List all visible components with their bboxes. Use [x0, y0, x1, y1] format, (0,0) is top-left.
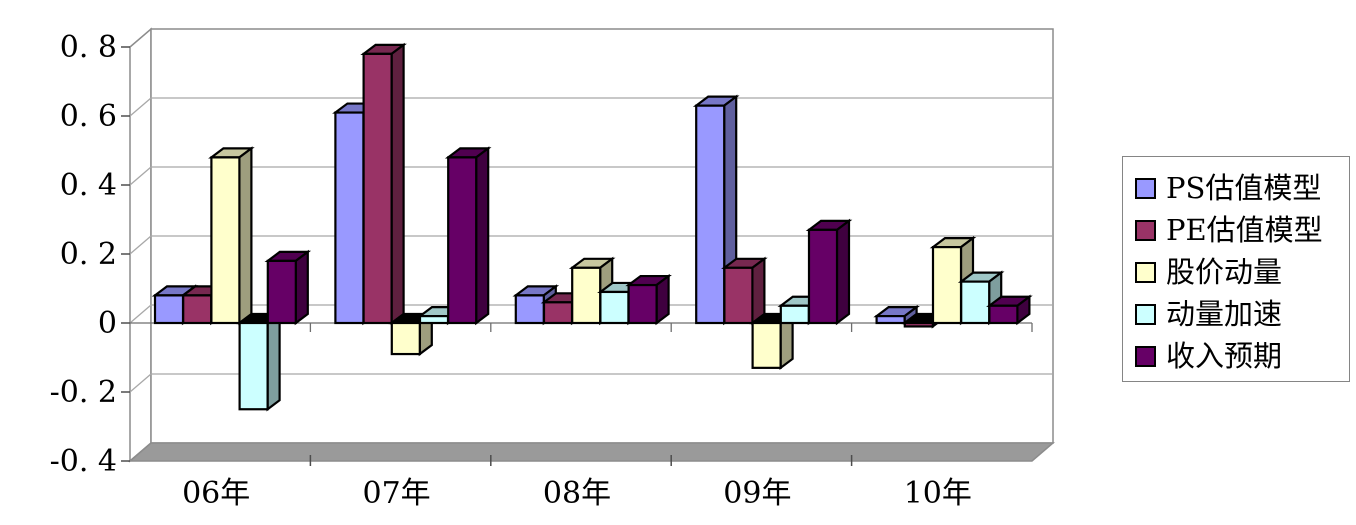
- y-axis-label: 0. 6: [60, 99, 117, 134]
- bar: [362, 52, 393, 325]
- bar: [931, 246, 963, 325]
- bar-side: [238, 146, 253, 326]
- gridline-sidewall: [129, 166, 152, 186]
- legend-item: 股价动量: [1135, 251, 1349, 293]
- bar: [695, 104, 726, 325]
- y-axis-label: 0. 4: [60, 168, 117, 203]
- bar: [599, 290, 630, 325]
- bar: [334, 111, 365, 325]
- bar: [807, 228, 839, 325]
- bar: [182, 294, 213, 325]
- y-axis-label: 0. 2: [60, 237, 117, 272]
- bar-side: [475, 146, 490, 326]
- bar: [903, 321, 934, 328]
- legend-label: PE估值模型: [1166, 212, 1323, 247]
- legend-item: PS估值模型: [1135, 167, 1349, 209]
- legend-label: 动量加速: [1166, 296, 1283, 331]
- bar: [960, 280, 991, 325]
- bar: [266, 259, 297, 325]
- bar: [542, 301, 574, 325]
- legend: PS估值模型 PE估值模型 股价动量 动量加速 收入预期: [1122, 156, 1350, 382]
- bar: [571, 266, 602, 325]
- bar: [390, 321, 421, 356]
- x-axis-label: 06年: [182, 476, 250, 511]
- bar: [779, 304, 810, 325]
- x-axis-label: 10年: [904, 476, 972, 511]
- bar-side: [835, 218, 851, 326]
- bar: [723, 266, 754, 325]
- y-axis-label: -0. 4: [50, 444, 117, 479]
- bar: [238, 321, 269, 411]
- bar: [751, 321, 782, 369]
- y-axis-label: 0. 8: [60, 30, 117, 65]
- gridline-sidewall: [129, 304, 152, 324]
- bar: [627, 283, 658, 325]
- gridline-sidewall: [129, 97, 152, 117]
- bar-side: [294, 249, 309, 326]
- bar: [447, 156, 478, 325]
- bar: [875, 315, 906, 325]
- bar: [210, 156, 241, 325]
- y-axis-label: -0. 2: [50, 375, 117, 410]
- bar-side: [266, 311, 281, 412]
- bar: [988, 304, 1019, 325]
- bar-side: [390, 42, 405, 326]
- bar: [514, 294, 545, 325]
- x-axis-label: 08年: [543, 476, 611, 511]
- bar: [153, 294, 185, 325]
- bar-side: [655, 273, 670, 326]
- legend-label: 收入预期: [1166, 338, 1283, 373]
- legend-swatch-income-icon: [1135, 345, 1156, 367]
- legend-item: 收入预期: [1135, 335, 1349, 377]
- gridline-sidewall: [129, 373, 152, 393]
- gridline-sidewall: [129, 235, 152, 255]
- legend-swatch-pe-icon: [1135, 219, 1156, 241]
- bar-side: [751, 256, 766, 326]
- floor: [127, 442, 1056, 462]
- legend-label: 股价动量: [1166, 254, 1283, 289]
- x-axis-label: 07年: [363, 476, 431, 511]
- legend-swatch-accel-icon: [1135, 303, 1156, 325]
- legend-item: PE估值模型: [1135, 209, 1349, 251]
- bar: [418, 315, 450, 325]
- legend-label: PS估值模型: [1166, 170, 1322, 205]
- y-axis-label: 0: [98, 306, 117, 341]
- x-axis-label: 09年: [723, 476, 791, 511]
- legend-item: 动量加速: [1135, 293, 1349, 335]
- legend-swatch-momentum-icon: [1135, 261, 1156, 283]
- legend-swatch-ps-icon: [1135, 177, 1156, 199]
